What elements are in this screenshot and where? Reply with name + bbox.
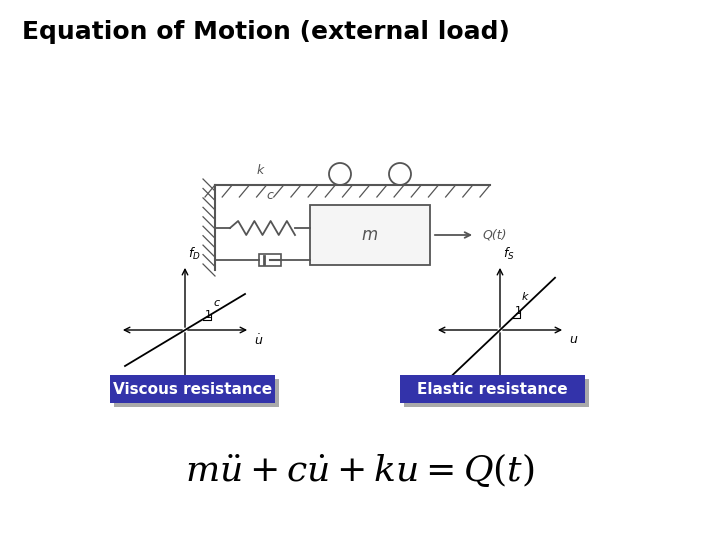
Text: Q(t): Q(t) [482, 228, 506, 241]
Text: k: k [522, 292, 528, 302]
Text: $m\ddot{u} + c\dot{u} + ku = Q(t)$: $m\ddot{u} + c\dot{u} + ku = Q(t)$ [185, 451, 535, 489]
Bar [110, 375, 275, 403]
Bar [310, 205, 430, 265]
Text: Elastic resistance: Elastic resistance [417, 381, 568, 396]
Bar [259, 254, 281, 266]
Text: Viscous resistance: Viscous resistance [113, 381, 272, 396]
Text: $f_S$: $f_S$ [503, 246, 515, 262]
Bar [114, 379, 279, 407]
Text: 1: 1 [515, 306, 522, 316]
Bar [400, 375, 585, 403]
Text: m: m [362, 226, 378, 244]
Text: $u$: $u$ [569, 333, 578, 346]
Bar [404, 379, 589, 407]
Text: c: c [213, 298, 219, 308]
Text: c: c [266, 189, 274, 202]
Text: 1: 1 [205, 310, 212, 320]
Text: $f_D$: $f_D$ [188, 246, 201, 262]
Text: Equation of Motion (external load): Equation of Motion (external load) [22, 20, 510, 44]
Text: k: k [256, 164, 264, 177]
Text: $\dot{u}$: $\dot{u}$ [254, 333, 264, 348]
